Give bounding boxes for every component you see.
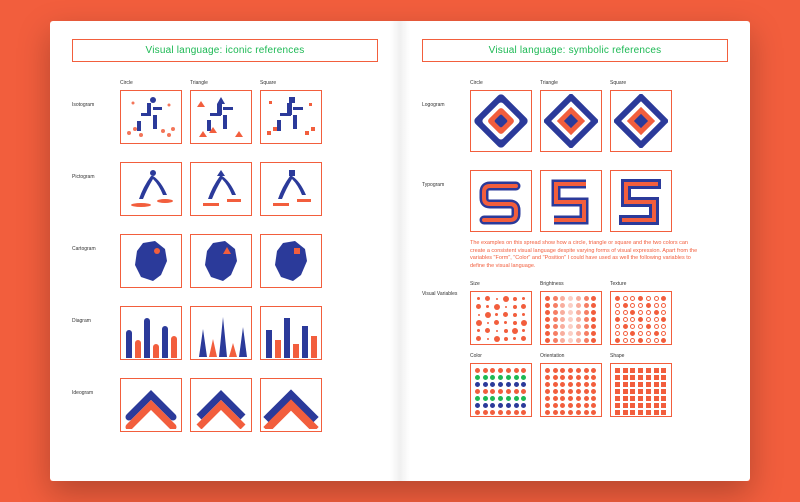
page-right: Visual language: symbolic references Log… — [400, 21, 750, 481]
s-circle-icon — [476, 176, 526, 226]
row-label: Logogram — [422, 80, 470, 108]
tile-vv-orientation: document.write(Array.from({length:49},(_… — [540, 363, 602, 417]
s-square-icon — [616, 176, 666, 226]
tile-cartogram-triangle — [190, 234, 252, 288]
body-paragraph: The examples on this spread show how a c… — [470, 240, 700, 271]
tile-logogram-circle — [470, 90, 532, 152]
tile-pictogram-square — [260, 162, 322, 216]
vv-head: Shape — [610, 353, 672, 361]
row-pictogram: Pictogram — [72, 152, 378, 216]
row-label: Diagram — [72, 296, 120, 324]
tile-cartogram-circle — [120, 234, 182, 288]
tile-pictogram-triangle — [190, 162, 252, 216]
book-spread: Visual language: iconic references Isoto… — [50, 21, 750, 481]
vv-head: Color — [470, 353, 532, 361]
diamond-square-icon — [614, 94, 668, 148]
diamond-circle-icon — [474, 94, 528, 148]
map-square-icon — [263, 237, 319, 285]
tile-logogram-triangle — [540, 90, 602, 152]
row-label: Isotogram — [72, 80, 120, 108]
diamond-triangle-icon — [544, 94, 598, 148]
skater-circle-icon — [123, 165, 179, 213]
tile-typogram-square — [610, 170, 672, 232]
col-head: Triangle — [190, 80, 252, 88]
row-label: Visual Variables — [422, 281, 470, 297]
chevron-triangle-icon — [193, 381, 249, 429]
chevron-square-icon — [263, 381, 319, 429]
vv-head: Size — [470, 281, 532, 289]
vv-head: Orientation — [540, 353, 602, 361]
tile-cartogram-square — [260, 234, 322, 288]
heading-right: Visual language: symbolic references — [422, 39, 728, 62]
tile-ideogram-triangle — [190, 378, 252, 432]
tile-typogram-circle — [470, 170, 532, 232]
map-circle-icon — [123, 237, 179, 285]
row-label: Pictogram — [72, 152, 120, 180]
col-head: Circle — [470, 80, 532, 88]
row-vv-2: Color const cols=['#f25e3d','#1db954','#… — [422, 353, 728, 417]
tile-isotogram-triangle — [190, 90, 252, 144]
tile-diagram-square — [260, 306, 322, 360]
vv-head: Texture — [610, 281, 672, 289]
col-head: Triangle — [540, 80, 602, 88]
page-left: Visual language: iconic references Isoto… — [50, 21, 400, 481]
row-label: Cartogram — [72, 224, 120, 252]
tile-logogram-square — [610, 90, 672, 152]
tile-ideogram-circle — [120, 378, 182, 432]
tile-isotogram-square — [260, 90, 322, 144]
tile-vv-shape: document.write(Array.from({length:49},(_… — [610, 363, 672, 417]
runner-triangle-icon — [193, 93, 249, 141]
tile-diagram-triangle — [190, 306, 252, 360]
heading-left: Visual language: iconic references — [72, 39, 378, 62]
row-typogram: Typogram — [422, 160, 728, 232]
tile-vv-texture: document.write(Array.from({length:49},(_… — [610, 291, 672, 345]
col-head: Square — [260, 80, 322, 88]
tile-vv-size: document.write(Array.from({length:36},(_… — [470, 291, 532, 345]
tile-diagram-circle — [120, 306, 182, 360]
tile-ideogram-square — [260, 378, 322, 432]
col-head: Square — [610, 80, 672, 88]
row-ideogram: Ideogram — [72, 368, 378, 432]
tile-vv-brightness: document.write(Array.from({length:49},(_… — [540, 291, 602, 345]
row-vv-1: Visual Variables Size document.write(Arr… — [422, 281, 728, 345]
tile-pictogram-circle — [120, 162, 182, 216]
row-diagram: Diagram — [72, 296, 378, 360]
row-logogram: Logogram Circle — [422, 80, 728, 152]
bars-triangle-icon — [193, 309, 249, 357]
row-cartogram: Cartogram — [72, 224, 378, 288]
tile-typogram-triangle — [540, 170, 602, 232]
skater-square-icon — [263, 165, 319, 213]
row-label: Ideogram — [72, 368, 120, 396]
row-label: Typogram — [422, 160, 470, 188]
runner-square-icon — [263, 93, 319, 141]
vv-head: Brightness — [540, 281, 602, 289]
col-head: Circle — [120, 80, 182, 88]
tile-vv-color: const cols=['#f25e3d','#1db954','#2b3a9a… — [470, 363, 532, 417]
map-triangle-icon — [193, 237, 249, 285]
skater-triangle-icon — [193, 165, 249, 213]
row-isotogram: Isotogram Circle — [72, 80, 378, 144]
chevron-circle-icon — [123, 381, 179, 429]
runner-circle-icon — [123, 93, 179, 141]
s-triangle-icon — [546, 176, 596, 226]
tile-isotogram-circle — [120, 90, 182, 144]
